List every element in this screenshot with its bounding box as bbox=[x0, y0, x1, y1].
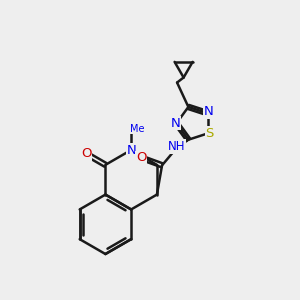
Text: S: S bbox=[205, 127, 214, 140]
Text: N: N bbox=[171, 117, 180, 130]
Text: Me: Me bbox=[130, 124, 145, 134]
Text: N: N bbox=[126, 143, 136, 157]
Text: N: N bbox=[204, 105, 213, 118]
Text: NH: NH bbox=[168, 140, 185, 153]
Text: O: O bbox=[81, 147, 92, 160]
Text: O: O bbox=[136, 151, 146, 164]
